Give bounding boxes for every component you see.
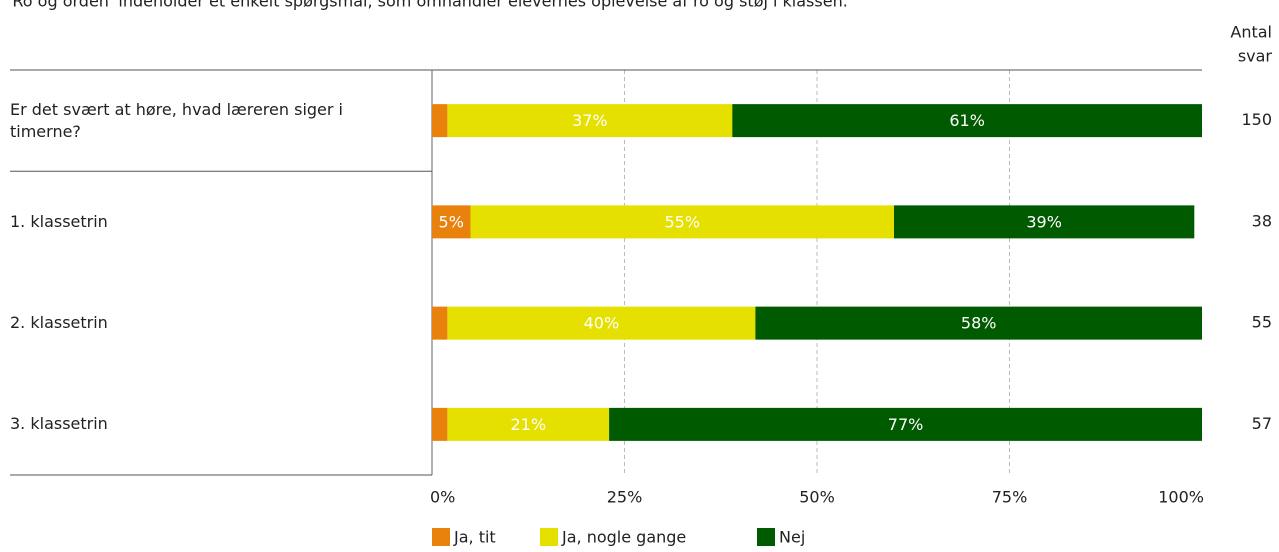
legend-label: Nej (779, 528, 805, 547)
legend-label: Ja, tit (453, 528, 496, 547)
category-label: Er det svært at høre, hvad læreren siger… (10, 99, 343, 141)
bar-segment (432, 407, 448, 441)
category-label: 1. klassetrin (10, 211, 108, 231)
data-label: 40% (584, 314, 620, 333)
data-label: 21% (510, 415, 546, 434)
category-label: 3. klassetrin (10, 414, 108, 434)
legend-label: Ja, nogle gange (561, 528, 686, 547)
bar-segment (470, 205, 894, 239)
bar-segment (447, 407, 610, 441)
legend-swatch (540, 528, 558, 546)
category-label-box: 2. klassetrin (10, 313, 108, 333)
bar-segment (755, 306, 1202, 340)
bar-segment (432, 104, 448, 138)
chart-subtitle: 'Ro og orden' indeholder et enkelt spørg… (8, 0, 848, 11)
x-tick-label: 25% (607, 488, 643, 507)
count-header: Antal (1230, 23, 1272, 42)
data-label: 58% (961, 314, 997, 333)
x-tick-label: 50% (799, 488, 835, 507)
data-label: 5% (439, 212, 464, 231)
count-header: svar (1238, 47, 1273, 66)
x-tick-label: 75% (992, 488, 1028, 507)
data-label: 37% (572, 111, 608, 130)
data-label: 55% (664, 212, 700, 231)
count-label: 38 (1252, 211, 1272, 230)
bar-segment (732, 104, 1202, 138)
count-label: 150 (1241, 110, 1272, 129)
count-label: 57 (1252, 414, 1272, 433)
count-label: 55 (1252, 313, 1272, 332)
category-label-box: 3. klassetrin (10, 414, 108, 434)
legend-swatch (432, 528, 450, 546)
bar-segment (894, 205, 1195, 239)
category-label: 2. klassetrin (10, 313, 108, 333)
data-label: 77% (888, 415, 924, 434)
bar-segment (432, 205, 471, 239)
bar-segment (447, 104, 733, 138)
bar-segment (609, 407, 1202, 441)
data-label: 39% (1026, 212, 1062, 231)
category-label-box: 1. klassetrin (10, 211, 108, 231)
bar-segment (432, 306, 448, 340)
legend-swatch (757, 528, 775, 546)
x-tick-label: 100% (1158, 488, 1204, 507)
category-label-box: Er det svært at høre, hvad læreren siger… (10, 99, 343, 141)
data-label: 61% (949, 111, 985, 130)
bar-segment (447, 306, 756, 340)
x-tick-label: 0% (430, 488, 455, 507)
